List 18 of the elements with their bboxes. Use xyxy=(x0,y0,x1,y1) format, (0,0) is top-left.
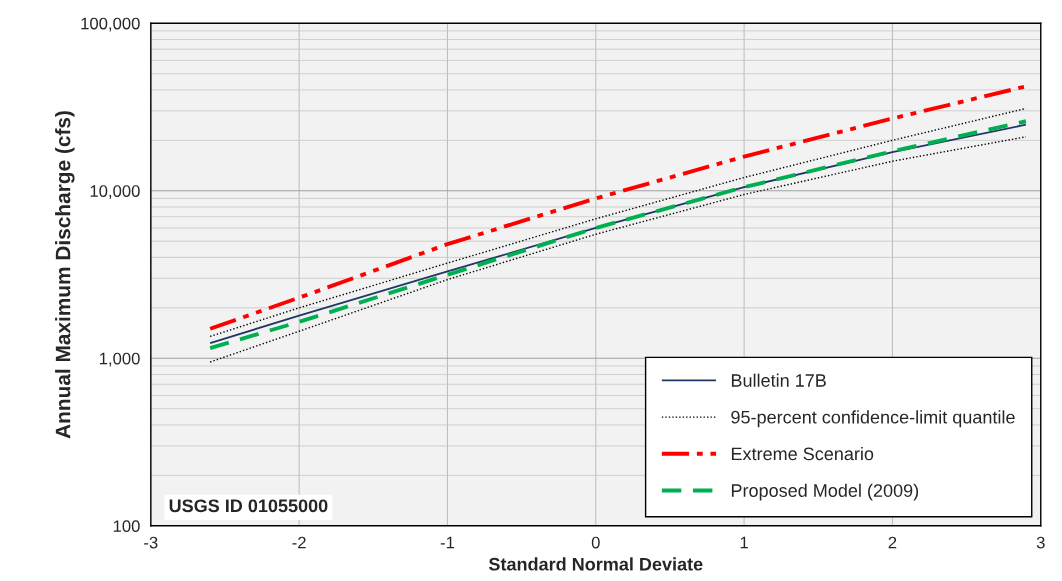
x-tick-label: -2 xyxy=(292,536,306,549)
x-tick-label: 3 xyxy=(1036,536,1045,549)
y-tick-label: 10,000 xyxy=(90,185,140,199)
x-tick-label: 1 xyxy=(740,536,748,549)
legend-label: Proposed Model (2009) xyxy=(731,483,919,501)
x-tick-label: -3 xyxy=(144,536,158,549)
y-tick-label: 1,000 xyxy=(99,352,140,367)
annotation: USGS ID 01055000 xyxy=(169,499,328,513)
x-tick-label: 2 xyxy=(888,536,897,549)
legend-label: 95-percent confidence-limit quantile xyxy=(731,410,1015,428)
x-tick-label: -1 xyxy=(440,536,455,549)
legend-label: Extreme Scenario xyxy=(731,447,874,461)
y-axis-title: Annual Maximum Discharge (cfs) xyxy=(55,111,75,439)
x-tick-label: 0 xyxy=(591,536,600,549)
y-tick-label: 100,000 xyxy=(81,17,140,32)
x-axis-title: Standard Normal Deviate xyxy=(488,557,703,571)
y-tick-label: 100 xyxy=(113,520,140,533)
legend-label: Bulletin 17B xyxy=(731,373,826,387)
